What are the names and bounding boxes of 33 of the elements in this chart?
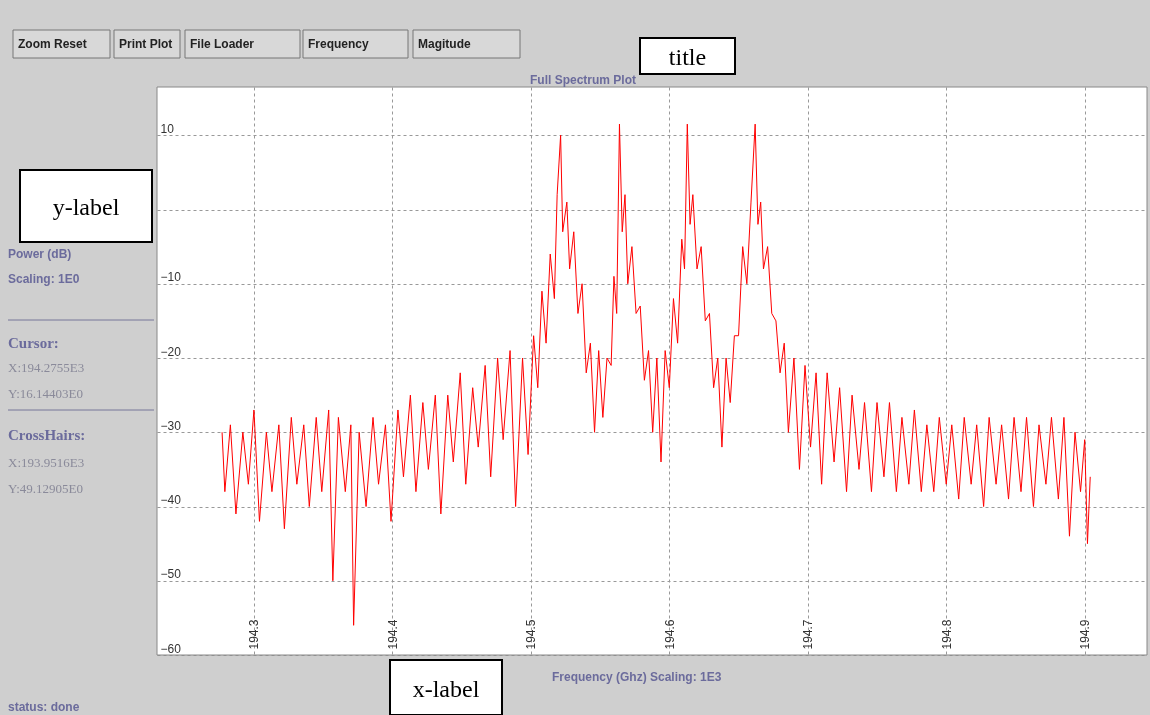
y-tick-label: −20 bbox=[160, 344, 182, 359]
y-tick-label: −40 bbox=[160, 493, 182, 507]
text: x-label bbox=[412, 675, 480, 702]
text: Y:16.14403E0 bbox=[8, 386, 83, 401]
text: status: done bbox=[8, 700, 80, 714]
y-tick-label: −60 bbox=[160, 641, 182, 656]
text: Frequency bbox=[308, 37, 370, 51]
x-tick-label: 194.8 bbox=[939, 619, 954, 650]
text: Magitude bbox=[418, 37, 471, 51]
text: Zoom Reset bbox=[18, 37, 87, 51]
x-tick-label: 194.3 bbox=[247, 619, 262, 650]
text: Y:49.12905E0 bbox=[8, 481, 83, 496]
text: Scaling: 1E0 bbox=[8, 272, 80, 286]
x-tick-label: 194.9 bbox=[1078, 619, 1093, 650]
chart-title: Full Spectrum Plot bbox=[530, 73, 637, 87]
text: title bbox=[668, 44, 707, 70]
text: CrossHairs: bbox=[8, 427, 86, 443]
y-tick-label: 10 bbox=[160, 121, 175, 136]
x-tick-label: 194.6 bbox=[662, 619, 677, 650]
text: File Loader bbox=[190, 37, 255, 51]
text: X:193.9516E3 bbox=[8, 455, 85, 470]
y-tick-label: −10 bbox=[160, 270, 182, 285]
text: Cursor: bbox=[8, 335, 59, 351]
text: Print Plot bbox=[119, 37, 173, 51]
x-tick-label: 194.7 bbox=[801, 619, 816, 650]
text: Power (dB) bbox=[8, 247, 72, 261]
y-tick-label: −50 bbox=[160, 567, 182, 582]
x-axis-title: Frequency (Ghz) Scaling: 1E3 bbox=[552, 670, 722, 684]
text: y-label bbox=[52, 194, 120, 220]
x-tick-label: 194.4 bbox=[385, 619, 400, 650]
y-tick-label: −30 bbox=[160, 418, 182, 433]
text: X:194.2755E3 bbox=[8, 360, 85, 375]
x-tick-label: 194.5 bbox=[524, 619, 539, 650]
